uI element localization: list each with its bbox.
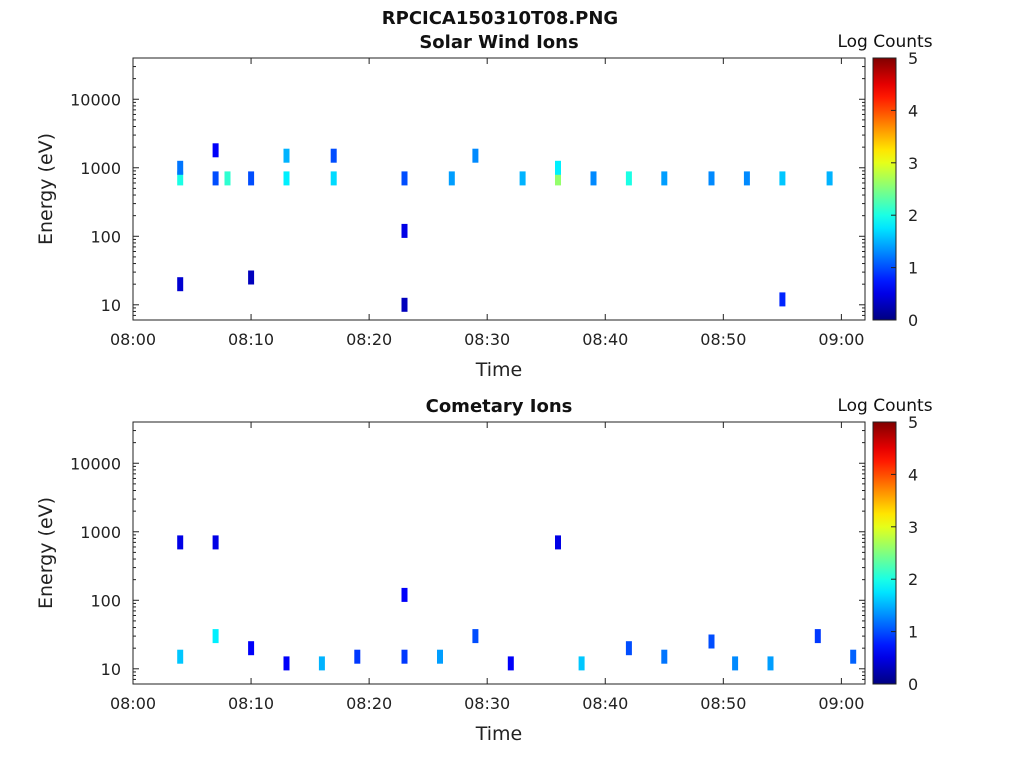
- x-tick-label: 08:30: [464, 694, 510, 713]
- spectrogram-cell: [177, 277, 184, 292]
- spectrogram-cell: [212, 171, 219, 186]
- x-tick-label: 08:20: [346, 694, 392, 713]
- spectrogram-cell: [401, 587, 408, 602]
- spectrogram-cell: [248, 171, 255, 186]
- spectrogram-cell: [354, 649, 361, 664]
- x-tick-label: 08:00: [110, 330, 156, 349]
- spectrogram-cell: [555, 171, 561, 186]
- spectrogram-cell: [507, 656, 514, 671]
- y-axis-label: Energy (eV): [35, 497, 57, 609]
- spectrogram-cell: [283, 171, 290, 186]
- spectrogram-cell: [283, 148, 290, 163]
- x-tick-label: 08:30: [464, 330, 510, 349]
- colorbar-label: Log Counts: [837, 396, 932, 416]
- spectrogram-cell: [177, 649, 184, 664]
- x-tick-label: 09:00: [818, 694, 864, 713]
- spectrogram-cell: [330, 171, 337, 186]
- colorbar-label: Log Counts: [837, 32, 932, 52]
- colorbar-tick-label: 0: [908, 311, 918, 330]
- colorbar-tick-label: 4: [908, 101, 918, 120]
- spectrogram-cell: [212, 629, 219, 644]
- y-tick-label: 1000: [80, 159, 121, 178]
- spectrogram-cell: [330, 148, 337, 163]
- x-axis-label: Time: [475, 359, 523, 381]
- colorbar-tick-label: 1: [908, 259, 918, 278]
- y-tick-label: 100: [90, 591, 121, 610]
- colorbar-tick-label: 2: [908, 206, 918, 225]
- spectrogram-cell: [401, 297, 408, 312]
- spectrogram-cell: [743, 171, 750, 186]
- colorbar-tick-label: 3: [908, 154, 918, 173]
- spectrogram-cell: [283, 656, 290, 671]
- spectrogram-cell: [212, 143, 219, 158]
- panel-title: Solar Wind Ions: [419, 32, 578, 53]
- spectrogram-cell: [472, 148, 479, 163]
- y-tick-label: 10000: [70, 90, 121, 109]
- spectrogram-cell: [472, 629, 479, 644]
- spectrogram-cell: [661, 171, 668, 186]
- y-tick-label: 10000: [70, 454, 121, 473]
- spectrogram-cell: [590, 171, 597, 186]
- x-tick-label: 08:50: [700, 694, 746, 713]
- spectrogram-cell: [625, 171, 632, 186]
- spectrogram-cell: [248, 641, 255, 656]
- x-tick-label: 08:40: [582, 694, 628, 713]
- plot-area-frame: [132, 421, 866, 685]
- plot-area-frame: [132, 57, 866, 321]
- spectrogram-cell: [850, 649, 857, 664]
- spectrogram-cell: [401, 649, 408, 664]
- spectrogram-cell: [177, 171, 184, 186]
- colorbar: [872, 57, 897, 321]
- y-tick-label: 10: [101, 296, 121, 315]
- x-axis-label: Time: [475, 723, 523, 745]
- spectrogram-cell: [732, 656, 739, 671]
- spectrogram-cell: [779, 171, 786, 186]
- x-tick-label: 09:00: [818, 330, 864, 349]
- x-tick-label: 08:20: [346, 330, 392, 349]
- spectrogram-cell: [318, 656, 325, 671]
- spectrogram-cell: [814, 629, 821, 644]
- y-tick-label: 100: [90, 227, 121, 246]
- spectrogram-cell: [212, 535, 219, 550]
- colorbar-tick-label: 0: [908, 675, 918, 694]
- colorbar-tick-label: 4: [908, 465, 918, 484]
- spectrogram-cell: [779, 292, 786, 307]
- colorbar-tick-label: 1: [908, 623, 918, 642]
- panel-title: Cometary Ions: [426, 396, 573, 417]
- x-tick-label: 08:00: [110, 694, 156, 713]
- spectrogram-cell: [401, 171, 408, 186]
- colorbar-tick-label: 5: [908, 49, 918, 68]
- spectrogram-cell: [437, 649, 443, 664]
- spectrogram-cell: [177, 160, 184, 175]
- spectrogram-cell: [826, 171, 833, 186]
- figure-title: RPCICA150310T08.PNG: [382, 8, 618, 29]
- spectrogram-cell: [224, 171, 231, 186]
- spectrogram-cell: [708, 634, 715, 649]
- spectrogram-cell: [519, 171, 526, 186]
- y-tick-label: 1000: [80, 523, 121, 542]
- spectrogram-cell: [401, 223, 408, 238]
- colorbar-tick-label: 3: [908, 518, 918, 537]
- x-tick-label: 08:10: [228, 330, 274, 349]
- colorbar: [872, 421, 897, 685]
- y-tick-label: 10: [101, 660, 121, 679]
- spectrogram-cell: [177, 535, 184, 550]
- colorbar-tick-label: 5: [908, 413, 918, 432]
- spectrogram-cell: [708, 171, 715, 186]
- y-axis-label: Energy (eV): [35, 133, 57, 245]
- spectrogram-cell: [248, 270, 255, 285]
- spectrogram-cell: [578, 656, 585, 671]
- spectrogram-cell: [767, 656, 774, 671]
- x-tick-label: 08:50: [700, 330, 746, 349]
- spectrogram-cell: [661, 649, 668, 664]
- x-tick-label: 08:10: [228, 694, 274, 713]
- spectrogram-cell: [555, 535, 561, 550]
- spectrogram-cell: [555, 160, 561, 175]
- colorbar-tick-label: 2: [908, 570, 918, 589]
- spectrogram-cell: [448, 171, 455, 186]
- spectrogram-cell: [625, 641, 632, 656]
- x-tick-label: 08:40: [582, 330, 628, 349]
